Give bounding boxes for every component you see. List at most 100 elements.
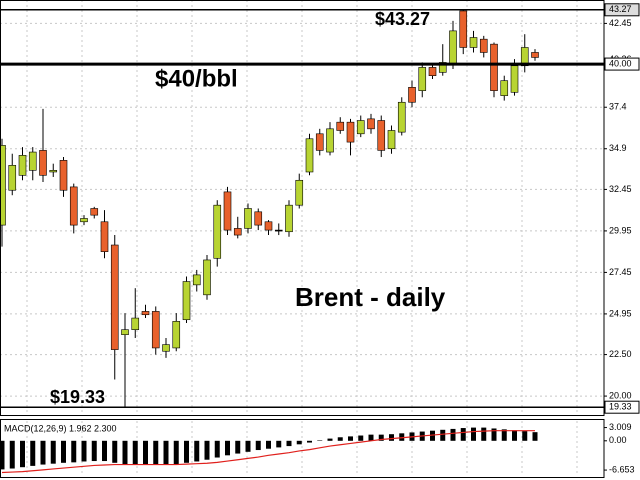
candle-body	[356, 120, 365, 135]
candle-body	[346, 121, 355, 143]
candle-body	[151, 311, 160, 349]
macd-bar	[512, 430, 517, 441]
candle-body	[449, 30, 457, 65]
candle-body	[418, 67, 427, 91]
macd-bar	[368, 434, 374, 441]
candle-body	[315, 133, 324, 151]
macd-bar	[317, 440, 323, 441]
candle-body	[336, 121, 345, 131]
level-label-box	[604, 3, 640, 17]
y-tick-label: 3.009	[609, 422, 632, 432]
indicator-title: MACD(12,26,9) 1.962 2.300	[4, 423, 117, 433]
macd-bar	[327, 438, 333, 441]
macd-bar	[307, 440, 312, 443]
macd-bar	[214, 440, 220, 458]
annotation: $19.33	[50, 387, 105, 407]
y-tick-label: -6.653	[609, 464, 635, 474]
candle-body	[264, 221, 273, 231]
candle-body	[49, 170, 58, 173]
macd-bar	[471, 427, 476, 441]
candle-body	[326, 128, 334, 153]
candle-body	[172, 321, 181, 349]
macd-bar	[81, 440, 87, 462]
level-label: 19.33	[609, 402, 632, 412]
candle-body	[90, 208, 99, 216]
candle-body	[233, 228, 242, 236]
candle-body	[295, 179, 304, 206]
macd-bar	[337, 437, 343, 441]
annotation: $40/bbl	[155, 65, 238, 92]
macd-bar	[153, 440, 159, 465]
macd-bar	[50, 440, 56, 464]
candle-body	[100, 221, 109, 252]
candle-body	[8, 165, 17, 191]
candle-body	[377, 120, 386, 151]
candle-body	[520, 47, 529, 67]
macd-bar	[378, 434, 384, 441]
candle-body	[0, 145, 6, 226]
candle-body	[285, 204, 293, 233]
candle-body	[131, 317, 140, 330]
macd-bar	[225, 440, 230, 456]
macd-bar	[91, 440, 97, 462]
candle-body	[110, 244, 119, 350]
macd-bar	[460, 428, 466, 441]
candle-body	[254, 211, 263, 226]
candle-body	[387, 130, 396, 150]
macd-bar	[266, 440, 271, 449]
macd-bar	[450, 428, 456, 441]
panel-frame	[0, 0, 605, 416]
candle-body	[479, 38, 488, 53]
macd-bar	[102, 440, 107, 462]
candle-body	[182, 281, 191, 321]
candle-body	[367, 118, 375, 130]
macd-bar	[173, 440, 179, 465]
macd-bar	[235, 440, 241, 454]
macd-bar	[399, 433, 405, 441]
macd-bar	[245, 440, 251, 452]
candle-body	[18, 155, 27, 176]
candle-body	[397, 101, 406, 133]
macd-bar	[30, 440, 36, 466]
macd-bar	[348, 436, 353, 441]
macd-bar	[276, 440, 282, 448]
annotation: $43.27	[375, 9, 430, 29]
candle-body	[469, 37, 478, 48]
candle-body	[69, 186, 78, 226]
macd-bar	[358, 435, 364, 441]
candle-body	[39, 150, 47, 176]
level-label: 43.27	[609, 4, 632, 14]
candle-body	[192, 274, 201, 286]
macd-bar	[286, 440, 292, 447]
macd-bar	[501, 429, 507, 441]
macd-bar	[40, 440, 46, 465]
candle-body	[162, 344, 170, 352]
macd-bar	[430, 430, 435, 441]
macd-bar	[481, 427, 487, 441]
level-label-box	[604, 400, 640, 414]
y-tick-label: 34.9	[609, 143, 627, 153]
macd-bar	[9, 440, 15, 469]
y-tick-label: 0.00	[609, 435, 627, 445]
candle-body	[141, 311, 150, 316]
y-tick-label: 22.50	[609, 349, 632, 359]
macd-bar	[440, 429, 446, 441]
y-tick-label: 29.95	[609, 225, 632, 235]
y-tick-label: 32.45	[609, 184, 632, 194]
candle-body	[213, 204, 222, 259]
macd-bar	[122, 440, 128, 465]
candle-body	[438, 62, 447, 73]
level-label-box	[604, 57, 640, 71]
candle-body	[274, 229, 283, 232]
candle-body	[244, 208, 252, 229]
candle-body	[490, 43, 498, 91]
macd-bar	[532, 432, 538, 441]
macd-bar	[491, 428, 497, 441]
panel-frame	[0, 419, 605, 478]
candle-body	[305, 138, 314, 173]
macd-bar	[71, 440, 77, 463]
candle-body	[80, 218, 88, 223]
candle-body	[121, 329, 129, 335]
y-tick-label: 42.45	[609, 18, 632, 28]
